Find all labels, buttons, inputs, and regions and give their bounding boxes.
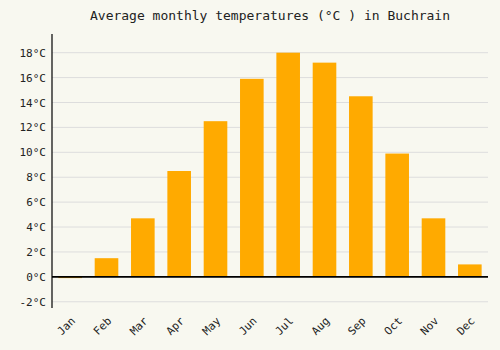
grid [52, 53, 488, 302]
bars [58, 53, 481, 278]
x-tick-label: Nov [418, 314, 442, 338]
bar [131, 218, 155, 277]
bar [95, 258, 119, 277]
y-tick-label: 18°C [20, 47, 47, 60]
x-tick-label: Jan [55, 315, 78, 338]
bar [458, 264, 482, 276]
y-tick-label: 16°C [20, 72, 47, 85]
grid-line [52, 52, 488, 53]
grid-line [52, 77, 488, 78]
bar [240, 79, 264, 277]
bar [204, 121, 228, 277]
grid-line [52, 177, 488, 178]
y-tick-label: 8°C [26, 171, 46, 184]
x-tick-label: Aug [309, 315, 332, 338]
bar [385, 154, 409, 277]
grid-line [52, 202, 488, 203]
y-tick-label: 0°C [26, 271, 46, 284]
y-tick-label: -2°C [20, 296, 47, 309]
title: Average monthly temperatures (°C ) in Bu… [90, 8, 450, 23]
grid-line [52, 152, 488, 153]
x-tick-label: Oct [382, 315, 405, 338]
bar [313, 63, 337, 277]
x-tick-label: May [200, 314, 224, 338]
chart-svg: Average monthly temperatures (°C ) in Bu… [0, 0, 500, 350]
grid-line [52, 102, 488, 103]
bar [276, 53, 300, 277]
x-tick-label: Jul [273, 315, 296, 338]
zero-line [52, 276, 488, 278]
y-tick-label: 4°C [26, 221, 46, 234]
y-tick-label: 14°C [20, 97, 47, 110]
y-tick-label: 2°C [26, 246, 46, 259]
x-tick-label: Apr [164, 314, 188, 338]
grid-line [52, 127, 488, 128]
x-tick-label: Dec [454, 315, 477, 338]
y-tick-label: 12°C [20, 121, 47, 134]
y-axis-line [51, 34, 52, 308]
y-tick-label: 6°C [26, 196, 46, 209]
bar [349, 96, 373, 277]
grid-line [52, 301, 488, 302]
x-tick-label: Feb [91, 315, 114, 338]
background [0, 0, 500, 350]
bar [167, 171, 191, 277]
y-tick-label: 10°C [20, 146, 47, 159]
x-tick-label: Jun [236, 315, 259, 338]
x-tick-label: Mar [127, 314, 151, 338]
bar [422, 218, 446, 277]
grid-line [52, 276, 488, 277]
x-tick-label: Sep [345, 315, 368, 338]
chart-container: Average monthly temperatures (°C ) in Bu… [0, 0, 500, 350]
